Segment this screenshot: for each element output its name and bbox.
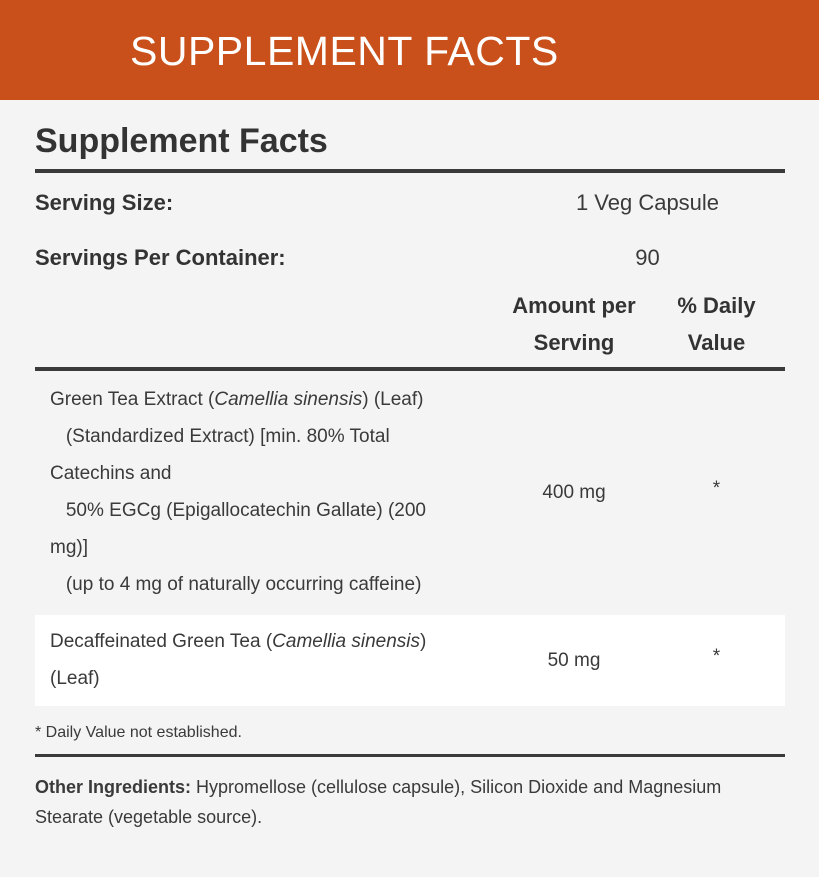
serving-size-value: 1 Veg Capsule bbox=[575, 189, 720, 215]
text: Decaffeinated Green Tea ( bbox=[50, 631, 273, 652]
amount-header: Amount per Serving bbox=[500, 287, 648, 367]
supplement-facts-panel: Supplement Facts Serving Size: 1 Veg Cap… bbox=[35, 100, 785, 832]
latin-name: Camellia sinensis bbox=[214, 389, 363, 410]
serving-size-label: Serving Size: bbox=[35, 189, 174, 215]
footnote: * Daily Value not established. bbox=[35, 724, 242, 741]
ingredient-line: (Leaf) bbox=[50, 660, 500, 697]
text: ) (Leaf) bbox=[362, 389, 424, 410]
dv-header-line: % Daily bbox=[677, 293, 756, 318]
ingredient-line: 50% EGCg (Epigallocatechin Gallate) (200 bbox=[50, 492, 500, 529]
column-headers: Amount per Serving % Daily Value bbox=[35, 287, 785, 367]
other-ingredients: Other Ingredients: Hypromellose (cellulo… bbox=[35, 772, 785, 832]
text: Catechins and bbox=[50, 463, 172, 484]
dv-header-line: Value bbox=[687, 330, 746, 355]
text: 50% EGCg (Epigallocatechin Gallate) (200 bbox=[50, 500, 426, 521]
ingredient-line: (up to 4 mg of naturally occurring caffe… bbox=[50, 566, 500, 603]
ingredient-daily-value: * bbox=[712, 477, 721, 499]
ingredient-name: Green Tea Extract (Camellia sinensis) (L… bbox=[35, 381, 500, 603]
panel-title: Supplement Facts bbox=[35, 122, 328, 160]
divider bbox=[35, 754, 785, 757]
banner-title: SUPPLEMENT FACTS bbox=[130, 28, 559, 74]
servings-per-container-row: Servings Per Container: 90 bbox=[35, 230, 785, 285]
other-ingredients-text: Hypromellose (cellulose capsule), Silico… bbox=[35, 777, 722, 827]
header-banner: SUPPLEMENT FACTS bbox=[0, 0, 819, 100]
ingredient-line: Catechins and bbox=[50, 455, 500, 492]
servings-per-container-label: Servings Per Container: bbox=[35, 244, 286, 270]
other-ingredients-label: Other Ingredients: bbox=[35, 777, 192, 797]
amount-header-line: Amount per bbox=[512, 293, 636, 318]
amount-header-line: Serving bbox=[533, 330, 615, 355]
text: (Standardized Extract) [min. 80% Total bbox=[50, 426, 390, 447]
text: Green Tea Extract ( bbox=[50, 389, 215, 410]
ingredient-name: Decaffeinated Green Tea (Camellia sinens… bbox=[35, 623, 500, 697]
servings-per-container-value: 90 bbox=[635, 244, 660, 270]
text: ) bbox=[420, 631, 427, 652]
text: mg)] bbox=[50, 537, 88, 558]
ingredient-daily-value: * bbox=[712, 645, 721, 667]
ingredient-line: Decaffeinated Green Tea (Camellia sinens… bbox=[50, 623, 500, 660]
text: (up to 4 mg of naturally occurring caffe… bbox=[50, 574, 422, 595]
ingredient-line: (Standardized Extract) [min. 80% Total bbox=[50, 418, 500, 455]
text: (Leaf) bbox=[50, 668, 100, 689]
ingredient-row: Green Tea Extract (Camellia sinensis) (L… bbox=[35, 371, 785, 615]
ingredient-line: mg)] bbox=[50, 529, 500, 566]
ingredient-line: Green Tea Extract (Camellia sinensis) (L… bbox=[50, 381, 500, 418]
divider bbox=[35, 367, 785, 371]
serving-size-row: Serving Size: 1 Veg Capsule bbox=[35, 173, 785, 230]
divider bbox=[35, 169, 785, 173]
latin-name: Camellia sinensis bbox=[272, 631, 421, 652]
ingredient-row: Decaffeinated Green Tea (Camellia sinens… bbox=[35, 615, 785, 706]
ingredient-amount: 50 mg bbox=[547, 649, 601, 671]
daily-value-header: % Daily Value bbox=[648, 287, 785, 367]
ingredient-amount: 400 mg bbox=[542, 481, 606, 503]
ingredient-list: Green Tea Extract (Camellia sinensis) (L… bbox=[35, 371, 785, 706]
